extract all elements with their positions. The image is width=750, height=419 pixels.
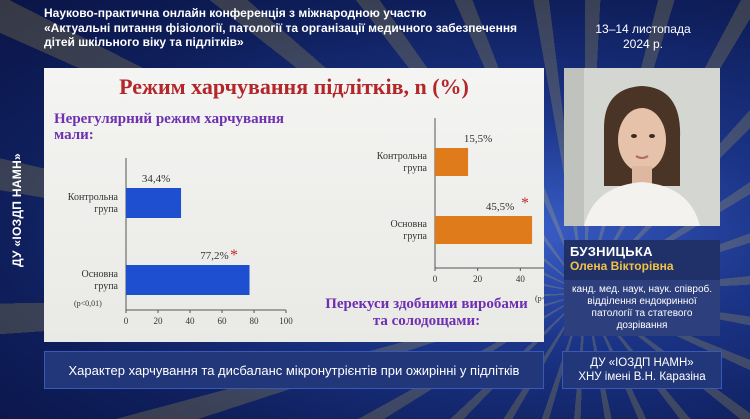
- left-chart-subtitle: Нерегулярний режим харчування мали:: [54, 111, 285, 143]
- side-org-label: ДУ «ІОЗДП НАМН»: [10, 152, 24, 267]
- p-value-note: (p<0,01): [535, 294, 544, 303]
- x-tick-label: 80: [250, 316, 260, 326]
- organization-bar: ДУ «ІОЗДП НАМН» ХНУ імені В.Н. Каразіна: [562, 351, 722, 389]
- conference-line2: «Актуальні питання фізіології, патології…: [44, 20, 518, 50]
- category-label: Контрольна група: [377, 151, 428, 174]
- conference-date: 13–14 листопада 2024 р.: [595, 22, 691, 51]
- talk-title: Характер харчування та дисбаланс мікрону…: [68, 362, 520, 378]
- presenter-figure-icon: [564, 68, 720, 226]
- x-tick-label: 100: [279, 316, 293, 326]
- x-tick-label: 20: [473, 274, 483, 284]
- bar-main-group: [126, 265, 250, 295]
- bar-control-group: [126, 188, 182, 218]
- right-chart-caption: Перекуси здобними виробами та солодощами…: [325, 296, 528, 329]
- presenter-card: БУЗНИЦЬКА Олена Вікторівна канд. мед. на…: [564, 240, 720, 336]
- category-label: Контрольна група: [68, 192, 119, 215]
- bar-control-group: [435, 148, 469, 176]
- significance-star: *: [521, 195, 529, 212]
- presentation-slide: Режим харчування підлітків, n (%) Нерегу…: [44, 68, 544, 342]
- data-label: 45,5%: [486, 201, 514, 213]
- bar-main-group: [435, 216, 533, 244]
- x-tick-label: 20: [154, 316, 164, 326]
- presenter-title: канд. мед. наук, наук. співроб. відділен…: [571, 284, 713, 331]
- conference-header: Науково-практична онлайн конференція з м…: [44, 6, 544, 50]
- data-label: 15,5%: [464, 133, 492, 145]
- left-bar-chart: 0 20 40 60 80 100 Контрольна група 34,4% Основна г…: [68, 158, 293, 326]
- p-value-note: (p<0,01): [74, 299, 102, 308]
- right-bar-chart: 0204060Контрольнагрупа15,5%Основнагрупа4…: [377, 118, 544, 303]
- org-line2: ХНУ імені В.Н. Каразіна: [578, 371, 706, 383]
- category-label: Основна група: [81, 269, 118, 292]
- x-tick-label: 60: [218, 316, 228, 326]
- x-tick-label: 0: [433, 274, 438, 284]
- slide-title: Режим харчування підлітків, n (%): [119, 74, 469, 99]
- data-label: 77,2%: [200, 250, 228, 262]
- org-line1: ДУ «ІОЗДП НАМН»: [590, 357, 694, 369]
- x-tick-label: 40: [516, 274, 526, 284]
- presenter-last-name: БУЗНИЦЬКА: [570, 244, 653, 259]
- significance-star: *: [230, 247, 238, 264]
- presenter-first-name: Олена Вікторівна: [570, 259, 674, 273]
- x-tick-label: 40: [186, 316, 196, 326]
- x-tick-label: 0: [124, 316, 129, 326]
- category-label: Основна група: [390, 219, 427, 242]
- presenter-name-box: БУЗНИЦЬКА Олена Вікторівна: [564, 240, 720, 280]
- talk-title-bar: Характер харчування та дисбаланс мікрону…: [44, 351, 544, 389]
- conference-line1: Науково-практична онлайн конференція з м…: [44, 6, 427, 20]
- presenter-video: [564, 68, 720, 226]
- data-label: 34,4%: [142, 173, 170, 185]
